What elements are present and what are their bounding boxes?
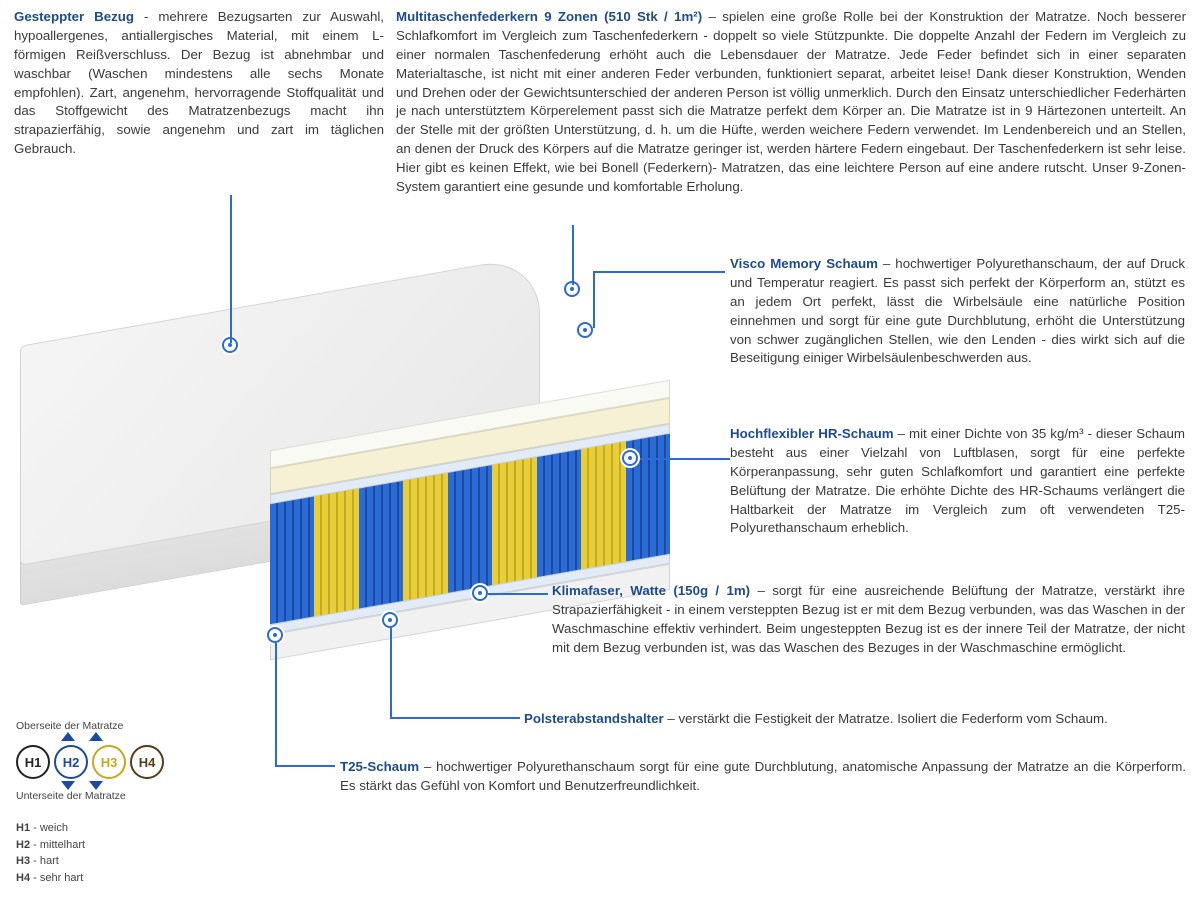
legend-top-label: Oberseite der Matratze <box>16 720 164 732</box>
lead-hr <box>640 458 730 460</box>
marker-t25 <box>267 627 283 643</box>
marker-klima <box>472 585 488 601</box>
callout-visco: Visco Memory Schaum – hochwertiger Polyu… <box>730 255 1185 368</box>
sep: – <box>894 426 909 441</box>
callout-t25: T25-Schaum – hochwertiger Polyurethansch… <box>340 758 1186 796</box>
callout-hr: Hochflexibler HR-Schaum – mit einer Dich… <box>730 425 1185 538</box>
sep: – <box>750 583 772 598</box>
cover-title: Gesteppter Bezug <box>14 9 134 24</box>
lead-visco-h <box>595 271 725 273</box>
layer-visco <box>270 398 670 495</box>
springs-title: Multitaschenfederkern 9 Zonen (510 Stk /… <box>396 9 702 24</box>
sep: – <box>878 256 895 271</box>
cover-paragraph: Gesteppter Bezug - mehrere Bezugsarten z… <box>14 8 384 197</box>
layer-fleece-top <box>270 380 670 469</box>
marker-visco <box>577 322 593 338</box>
sep: – <box>419 759 436 774</box>
mattress-top <box>20 254 540 566</box>
polster-title: Polsterabstandshalter <box>524 711 664 726</box>
lead-polster-h <box>390 717 520 719</box>
hr-title: Hochflexibler HR-Schaum <box>730 426 894 441</box>
sep: – <box>664 711 679 726</box>
legend-h4: H4 <box>130 745 164 779</box>
legend-circles: H1 H2 H3 H4 <box>16 745 164 779</box>
lead-visco-v <box>593 271 595 328</box>
hr-text: mit einer Dichte von 35 kg/m³ - dieser S… <box>730 426 1185 535</box>
mattress-side <box>20 384 540 606</box>
visco-text: hochwertiger Polyurethanschaum, der auf … <box>730 256 1185 365</box>
lead-cover <box>230 195 232 343</box>
sep: – <box>702 9 722 24</box>
legend-h1: H1 <box>16 745 50 779</box>
marker-polster <box>382 612 398 628</box>
callout-klima: Klimafaser, Watte (150g / 1m) – sorgt fü… <box>552 582 1185 658</box>
springs-paragraph: Multitaschenfederkern 9 Zonen (510 Stk /… <box>396 8 1186 197</box>
polster-text: verstärkt die Festigkeit der Matratze. I… <box>678 711 1107 726</box>
t25-text: hochwertiger Polyurethanschaum sorgt für… <box>340 759 1186 793</box>
springs-text: spielen eine große Rolle bei der Konstru… <box>396 9 1186 194</box>
hardness-legend: Oberseite der Matratze H1 H2 H3 H4 Unter… <box>16 720 164 886</box>
sep: - <box>134 9 158 24</box>
lead-t25-h <box>275 765 335 767</box>
legend-bottom-label: Unterseite der Matratze <box>16 790 164 802</box>
legend-list: H1 - weich H2 - mittelhart H3 - hart H4 … <box>16 820 164 886</box>
klima-title: Klimafaser, Watte (150g / 1m) <box>552 583 750 598</box>
lead-klima <box>488 593 548 595</box>
t25-title: T25-Schaum <box>340 759 419 774</box>
legend-h2: H2 <box>54 745 88 779</box>
callout-polster: Polsterabstandshalter – verstärkt die Fe… <box>524 710 1186 729</box>
lead-polster-v <box>390 628 392 718</box>
lead-federn <box>572 225 574 285</box>
marker-hr <box>622 450 638 466</box>
top-columns: Gesteppter Bezug - mehrere Bezugsarten z… <box>0 0 1200 197</box>
visco-title: Visco Memory Schaum <box>730 256 878 271</box>
layer-spacer-top <box>270 424 670 505</box>
lead-t25-v <box>275 643 277 766</box>
cover-text: mehrere Bezugsarten zur Auswahl, hypoall… <box>14 9 384 156</box>
mattress-cutaway <box>270 380 670 711</box>
legend-h3: H3 <box>92 745 126 779</box>
